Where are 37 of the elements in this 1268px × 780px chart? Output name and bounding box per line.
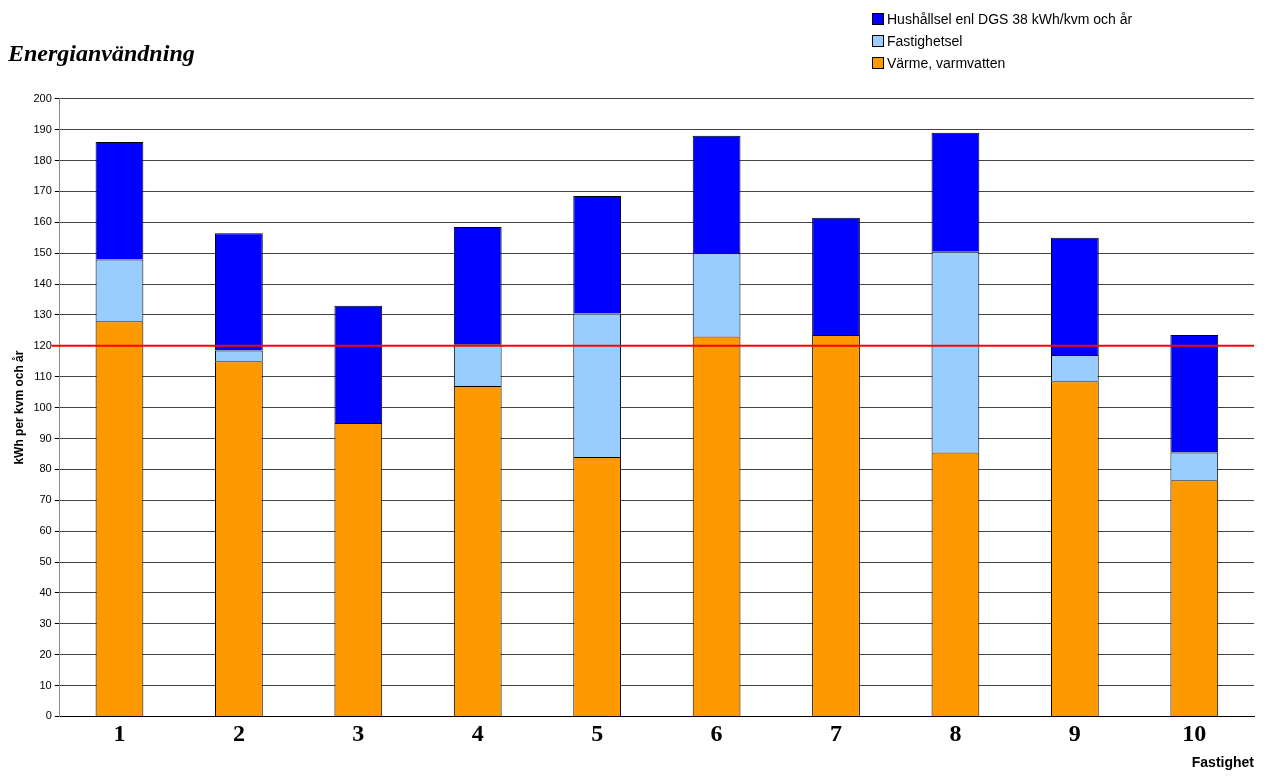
x-tick-label: 6 [710,720,723,746]
x-tick-label: 7 [830,720,843,746]
y-tick-label: 10 [39,678,52,691]
y-tick-label: 140 [33,277,52,290]
y-tick-label: 60 [39,524,52,537]
y-tick-label: 80 [39,462,52,475]
y-tick-label: 120 [33,338,52,351]
legend-label: Hushållsel enl DGS 38 kWh/kvm och år [887,10,1133,29]
y-tick-label: 30 [39,616,52,629]
legend-label: Värme, varmvatten [887,54,1006,73]
x-axis-title: Fastighet [1191,754,1255,771]
y-tick-label: 50 [39,555,52,568]
legend-label: Fastighetsel [887,32,963,51]
y-tick-label: 160 [33,215,52,228]
y-tick-label: 100 [33,400,52,413]
x-tick-label: 10 [1182,720,1207,746]
y-tick-label: 40 [39,585,52,598]
y-tick-label: 110 [34,369,52,382]
y-axis-title: kWh per kvm och år [11,350,26,465]
x-tick-label: 8 [949,720,962,746]
y-tick-label: 180 [33,153,52,166]
y-tick-label: 0 [45,709,52,722]
y-tick-label: 190 [33,122,52,135]
x-tick-label: 5 [591,720,604,746]
x-tick-label: 9 [1068,720,1081,746]
x-tick-label: 3 [352,720,365,746]
chart-title: Energianvändning [7,39,195,66]
y-tick-label: 130 [33,307,52,320]
x-tick-label: 1 [113,720,126,746]
y-tick-label: 20 [39,647,52,660]
y-tick-label: 150 [33,246,52,259]
x-tick-label: 2 [232,720,245,746]
y-tick-label: 170 [33,184,52,197]
y-tick-label: 90 [39,431,52,444]
y-tick-label: 200 [33,91,52,104]
x-tick-label: 4 [471,720,484,746]
y-tick-label: 70 [39,493,52,506]
